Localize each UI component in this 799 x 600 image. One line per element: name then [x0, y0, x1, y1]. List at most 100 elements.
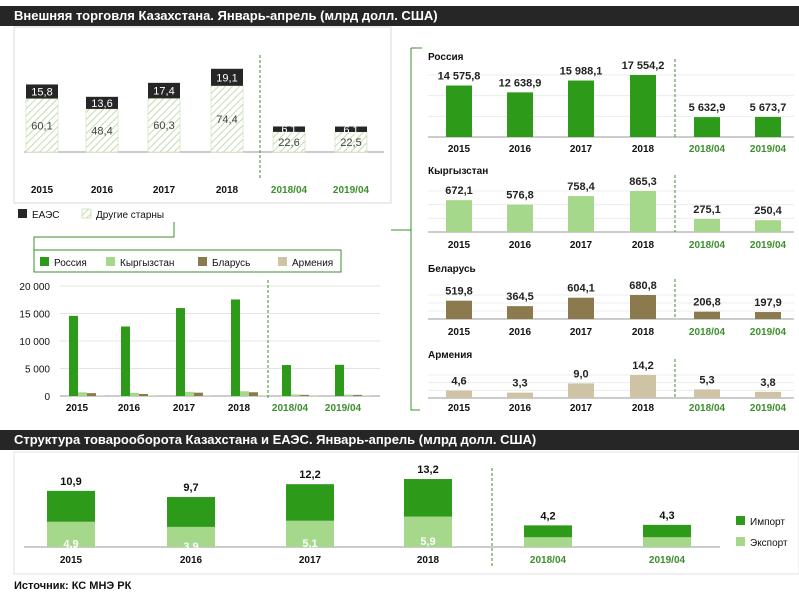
- chart2-bar: [176, 308, 185, 396]
- panel-bar: [446, 300, 472, 319]
- chart4-bar-import: [167, 497, 215, 527]
- panel-title: Россия: [428, 52, 464, 63]
- chart1-label-eaeu: 13,6: [91, 98, 112, 110]
- panel-tick-label: 2018/04: [689, 144, 726, 155]
- chart1-tick-label: 2015: [31, 185, 54, 196]
- panel-value-label: 17 554,2: [622, 60, 665, 72]
- chart1-bar-other: [334, 131, 368, 153]
- chart1-label-other: 22,6: [278, 137, 299, 149]
- chart2-tick-label: 2018: [228, 403, 251, 414]
- panel-bar: [694, 311, 720, 319]
- chart2-bar: [362, 395, 371, 396]
- panel-tick-label: 2015: [448, 240, 471, 251]
- chart1-label-other: 22,5: [340, 137, 361, 149]
- chart4-bar-export: [167, 526, 215, 547]
- panel-value-label: 197,9: [754, 297, 782, 309]
- panel-bar: [568, 80, 594, 137]
- chart2-legend-label: Армения: [292, 258, 333, 269]
- chart2-legend-label: Кыргызстан: [120, 258, 174, 269]
- panel-value-label: 758,4: [567, 181, 595, 193]
- chart2-bar: [353, 394, 362, 396]
- panel-tick-label: 2018: [632, 327, 655, 338]
- legend-import-swatch: [736, 516, 745, 525]
- panel-tick-label: 2016: [509, 144, 532, 155]
- panel-bar: [507, 392, 533, 398]
- panel-value-label: 3,3: [512, 378, 527, 390]
- panel-tick-label: 2019/04: [750, 240, 787, 251]
- chart4-export-label: 5,9: [420, 536, 435, 548]
- connector-right: [410, 48, 420, 411]
- panel-value-label: 4,6: [451, 376, 466, 388]
- chart4-tick-label: 2016: [180, 555, 203, 566]
- panel-bar: [755, 391, 781, 398]
- chart4-bar-import: [524, 525, 572, 538]
- panel-tick-label: 2018: [632, 144, 655, 155]
- panel-bar: [568, 383, 594, 398]
- chart4-tick-label: 2018: [417, 555, 440, 566]
- chart2-bar: [249, 392, 258, 396]
- chart2-legend-label: Россия: [54, 258, 87, 269]
- panel-tick-label: 2016: [509, 403, 532, 414]
- chart1-tick-label: 2016: [91, 185, 114, 196]
- chart2-bar: [185, 391, 194, 396]
- panel-bar: [694, 218, 720, 232]
- chart4-bar-export: [643, 537, 691, 547]
- panel-value-label: 680,8: [629, 280, 657, 292]
- chart4-export-label: 1,9: [659, 546, 674, 558]
- chart4-total-label: 9,7: [183, 482, 198, 494]
- panel-bar: [755, 312, 781, 319]
- chart2-legend-label: Бларусь: [212, 258, 250, 269]
- chart2-bar: [96, 395, 105, 396]
- chart2-bar: [194, 392, 203, 396]
- chart2-legend-swatch: [198, 257, 207, 266]
- source-note: Источник: КС МНЭ РК: [14, 580, 132, 592]
- bottom-header: Структура товарооборота Казахстана и ЕАЭ…: [0, 430, 799, 450]
- legend-export-label: Экспорт: [750, 538, 788, 549]
- panel-tick-label: 2019/04: [750, 327, 787, 338]
- panel-bar: [507, 204, 533, 232]
- chart2-tick-label: 2015: [66, 403, 89, 414]
- chart1-bar-eaeu: [148, 82, 180, 99]
- panel-value-label: 250,4: [754, 205, 782, 217]
- panel-value-label: 206,8: [693, 297, 721, 309]
- panel-bar: [446, 200, 472, 232]
- panel-title: Беларусь: [428, 264, 476, 275]
- chart2-ytick: 0: [44, 392, 50, 403]
- chart1-tick-label: 2018/04: [271, 185, 308, 196]
- panel-value-label: 14 575,8: [438, 71, 481, 83]
- top-header: Внешняя торговля Казахстана. Январь-апре…: [0, 6, 799, 26]
- panel-bar: [755, 220, 781, 232]
- chart4-export-label: 4,9: [63, 538, 78, 550]
- panel-tick-label: 2018/04: [689, 403, 726, 414]
- panel-bar: [694, 389, 720, 398]
- chart4-tick-label: 2015: [60, 555, 83, 566]
- chart2-tick-label: 2017: [173, 403, 196, 414]
- chart2-bar: [148, 395, 157, 396]
- panel-value-label: 14,2: [632, 360, 653, 372]
- chart2-bar: [121, 326, 130, 396]
- chart1-label-eaeu: 6,1: [343, 124, 358, 136]
- chart1-label-eaeu: 17,4: [153, 86, 174, 98]
- chart2-bar: [231, 299, 240, 396]
- panel-title: Кыргызстан: [428, 166, 488, 177]
- panel-bar: [630, 295, 656, 319]
- chart1-bar-eaeu: [335, 126, 367, 132]
- chart2-bar: [309, 395, 318, 396]
- panel-value-label: 5 632,9: [689, 102, 726, 114]
- chart1-tick-label: 2019/04: [333, 185, 370, 196]
- panel-value-label: 519,8: [445, 286, 473, 298]
- panel-tick-label: 2019/04: [750, 403, 787, 414]
- panel-value-label: 576,8: [506, 190, 534, 202]
- chart4-total-label: 10,9: [60, 476, 81, 488]
- panel-tick-label: 2018: [632, 240, 655, 251]
- panel-value-label: 275,1: [693, 204, 721, 216]
- panel-bar: [630, 75, 656, 137]
- panel-value-label: 9,0: [573, 368, 588, 380]
- chart1-bar-eaeu: [86, 96, 118, 109]
- chart2-ytick: 20 000: [19, 282, 50, 293]
- panel-tick-label: 2016: [509, 327, 532, 338]
- panel-value-label: 12 638,9: [499, 77, 542, 89]
- panel-value-label: 604,1: [567, 283, 595, 295]
- chart2-bar: [87, 393, 96, 396]
